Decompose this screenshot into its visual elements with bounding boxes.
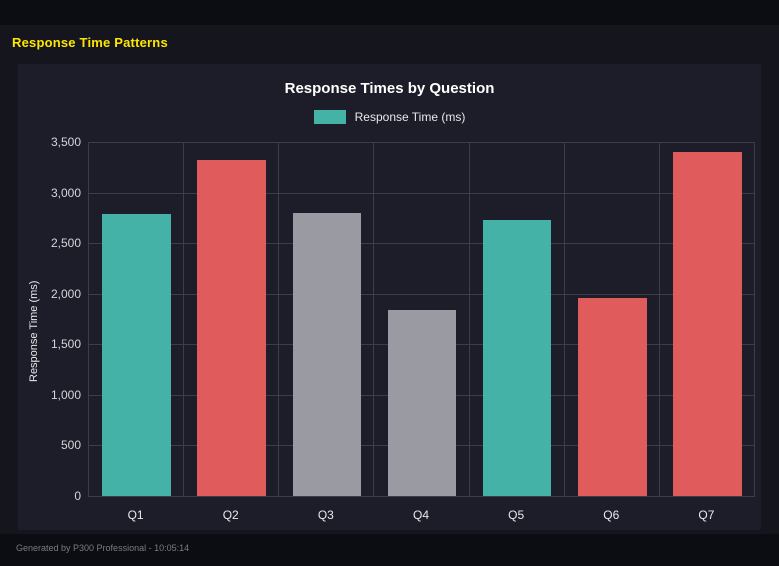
chart-title: Response Times by Question bbox=[284, 80, 495, 97]
window-bottom-strip bbox=[0, 534, 779, 566]
legend-label: Response Time (ms) bbox=[354, 110, 466, 124]
y-tick-label: 3,500 bbox=[50, 135, 81, 149]
chart-legend[interactable]: Response Time (ms) bbox=[18, 110, 761, 124]
page-title: Response Time Patterns bbox=[12, 35, 168, 50]
h-gridline bbox=[89, 293, 755, 295]
y-tick-label: 500 bbox=[60, 438, 81, 453]
v-gridline bbox=[373, 142, 375, 496]
chart-panel: Response Times by Question Response Time… bbox=[18, 64, 761, 530]
y-tick-label: 1,500 bbox=[50, 337, 81, 352]
footer-text: Generated by P300 Professional - 10:05:1… bbox=[16, 543, 190, 553]
y-tick-label: 1,000 bbox=[50, 387, 81, 402]
y-tick-label: 0 bbox=[74, 489, 81, 503]
x-axis-labels: Q1 Q2 Q3 Q4 Q5 Q6 Q7 bbox=[88, 508, 754, 522]
h-gridline bbox=[89, 142, 755, 143]
y-tick-label: 2,500 bbox=[50, 236, 81, 251]
bar-q6[interactable] bbox=[578, 297, 647, 496]
bar-q1[interactable] bbox=[102, 213, 171, 496]
v-gridline bbox=[468, 142, 470, 496]
bar-q4[interactable] bbox=[387, 309, 457, 496]
v-gridline bbox=[183, 142, 185, 496]
bar-q2[interactable] bbox=[197, 160, 266, 496]
x-tick-label: Q7 bbox=[698, 508, 715, 522]
v-gridline bbox=[754, 142, 755, 496]
x-tick-label: Q3 bbox=[317, 508, 334, 522]
y-tick-label: 3,000 bbox=[50, 185, 81, 200]
v-gridline bbox=[563, 142, 565, 496]
v-gridline bbox=[278, 142, 280, 496]
h-gridline bbox=[89, 192, 755, 194]
y-tick-label: 2,000 bbox=[50, 286, 81, 301]
legend-swatch bbox=[313, 110, 346, 124]
h-gridline bbox=[89, 243, 755, 245]
x-tick-label: Q2 bbox=[222, 508, 239, 522]
bar-q3[interactable] bbox=[292, 212, 362, 496]
x-tick-label: Q4 bbox=[412, 508, 429, 522]
bar-q7[interactable] bbox=[673, 152, 742, 496]
x-tick-label: Q6 bbox=[603, 508, 620, 522]
bar-q5[interactable] bbox=[482, 219, 552, 496]
x-tick-label: Q1 bbox=[127, 508, 144, 522]
window-top-strip bbox=[0, 0, 779, 25]
plot-area: 0 500 1,000 1,500 2,000 2,500 3,000 3,500 bbox=[51, 135, 755, 503]
x-tick-label: Q5 bbox=[508, 508, 525, 522]
v-gridline bbox=[658, 142, 660, 496]
